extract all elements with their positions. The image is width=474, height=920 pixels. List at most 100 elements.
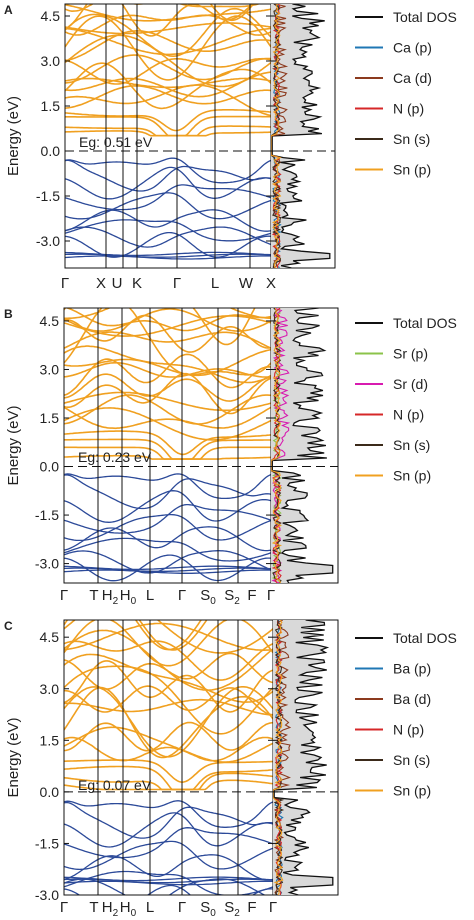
total-dos-fill bbox=[271, 308, 333, 583]
ytick-label: 3.0 bbox=[40, 681, 60, 697]
kpoint-label: S2 bbox=[224, 899, 240, 919]
kpoint-label: Γ bbox=[60, 587, 68, 604]
ytick-label: 1.5 bbox=[41, 98, 61, 114]
conduction-band bbox=[65, 34, 271, 88]
conduction-band bbox=[65, 54, 271, 84]
kpoint-label: U bbox=[112, 275, 123, 292]
conduction-band bbox=[178, 4, 261, 8]
panel-a: 4.5 3.0 1.5 0.0 -1.5 -3.0 Eg: 0.51 eV Energy (e… bbox=[4, 3, 457, 292]
valence-band bbox=[65, 251, 271, 257]
panel-c: 4.5 3.0 1.5 0.0 -1.5 -3.0 Eg: 0.07 eV Energy (e… bbox=[4, 619, 457, 919]
ytick-label: 4.5 bbox=[40, 313, 60, 329]
kpoint-label: Γ bbox=[178, 899, 186, 916]
kpoint-label: F bbox=[247, 899, 256, 916]
valence-band bbox=[64, 870, 273, 895]
panel-b: 4.5 3.0 1.5 0.0 -1.5 -3.0 Eg: 0.23 eV Energy (e… bbox=[4, 307, 457, 607]
band-lines bbox=[64, 620, 273, 895]
legend-entry: Sn (p) bbox=[393, 162, 431, 178]
kpoint-label: T bbox=[89, 587, 98, 604]
dos-panel bbox=[271, 4, 331, 268]
ytick-label: -1.5 bbox=[35, 835, 59, 851]
conduction-band bbox=[65, 85, 271, 109]
kpoint-label: H0 bbox=[120, 587, 137, 607]
valence-band bbox=[65, 231, 271, 258]
kpoint-label: X bbox=[266, 275, 276, 292]
ytick-label: -3.0 bbox=[35, 887, 59, 903]
kpoint-label: S0 bbox=[200, 899, 216, 919]
total-dos-line bbox=[273, 620, 334, 895]
legend: Total DOS Ca (p) Ca (d) N (p) Sn (s) Sn (p) bbox=[355, 9, 457, 178]
conduction-band bbox=[65, 29, 271, 62]
kpoint-label: H2 bbox=[102, 899, 119, 919]
ytick-label: -1.5 bbox=[36, 188, 60, 204]
axes-frame bbox=[64, 3, 336, 269]
kpoint-label: W bbox=[239, 275, 254, 292]
conduction-band bbox=[64, 629, 273, 691]
partial-dos-line bbox=[271, 4, 289, 268]
partial-dos-line bbox=[271, 4, 282, 268]
y-axis-label: Energy (eV) bbox=[5, 96, 22, 176]
kpoint-label: S2 bbox=[224, 587, 240, 607]
conduction-band bbox=[65, 22, 271, 35]
panel-letter: A bbox=[4, 3, 13, 17]
legend-entry: Total DOS bbox=[393, 315, 457, 331]
ytick-label: 4.5 bbox=[40, 629, 60, 645]
conduction-band bbox=[65, 62, 271, 110]
conduction-band bbox=[134, 620, 203, 651]
conduction-band bbox=[64, 373, 271, 402]
valence-band bbox=[65, 166, 271, 200]
total-dos-line bbox=[271, 308, 334, 583]
ytick-label: 1.5 bbox=[40, 732, 60, 748]
conduction-band bbox=[65, 27, 271, 56]
legend-entry: N (p) bbox=[393, 407, 424, 423]
ytick-label: 1.5 bbox=[40, 410, 60, 426]
y-axis-label: Energy (eV) bbox=[5, 717, 22, 797]
conduction-band bbox=[64, 308, 256, 346]
panel-letter: C bbox=[4, 619, 13, 633]
kpoint-label: Γ bbox=[267, 587, 275, 604]
valence-band bbox=[64, 537, 271, 562]
kpoint-label: S0 bbox=[200, 587, 216, 607]
legend-entry: Sn (p) bbox=[393, 783, 431, 799]
dos-panel bbox=[273, 620, 334, 895]
legend-entry: Total DOS bbox=[393, 630, 457, 646]
ytick-label: 0.0 bbox=[41, 143, 61, 159]
ytick-label: -3.0 bbox=[36, 233, 60, 249]
y-axis-label: Energy (eV) bbox=[5, 405, 22, 485]
kpoint-label: L bbox=[146, 899, 154, 916]
legend-entry: Sn (s) bbox=[393, 437, 430, 453]
legend-entry: N (p) bbox=[393, 722, 424, 738]
legend-entry: Ca (p) bbox=[393, 40, 432, 56]
valence-band bbox=[65, 192, 271, 220]
legend-entry: Sr (p) bbox=[393, 346, 428, 362]
conduction-band bbox=[64, 391, 271, 412]
valence-band bbox=[65, 157, 271, 184]
kpoint-label: H0 bbox=[120, 899, 137, 919]
legend-entry: Ca (d) bbox=[393, 70, 432, 86]
band-lines bbox=[64, 308, 271, 582]
legend-entry: Ba (d) bbox=[393, 691, 431, 707]
valence-band bbox=[65, 255, 271, 260]
panel-letter: B bbox=[4, 307, 13, 321]
valence-band bbox=[65, 219, 271, 242]
partial-dos-line bbox=[271, 308, 283, 583]
ytick-label: 0.0 bbox=[40, 784, 60, 800]
ytick-label: -3.0 bbox=[35, 556, 59, 572]
kpoint-label: F bbox=[247, 587, 256, 604]
conduction-band bbox=[65, 4, 255, 22]
band-lines bbox=[65, 4, 271, 260]
valence-band bbox=[65, 226, 271, 248]
partial-dos-line bbox=[273, 620, 283, 895]
axes-frame bbox=[63, 619, 339, 896]
conduction-band bbox=[64, 372, 271, 415]
conduction-band bbox=[65, 7, 271, 58]
legend-entry: Sr (d) bbox=[393, 376, 428, 392]
kpoint-label: X bbox=[96, 275, 106, 292]
kpoint-label: Γ bbox=[173, 275, 181, 292]
conduction-band bbox=[64, 620, 273, 654]
valence-band bbox=[65, 159, 271, 192]
kpoint-label: Γ bbox=[60, 899, 68, 916]
conduction-band bbox=[65, 115, 271, 137]
conduction-band bbox=[64, 308, 271, 320]
ytick-label: -1.5 bbox=[35, 507, 59, 523]
